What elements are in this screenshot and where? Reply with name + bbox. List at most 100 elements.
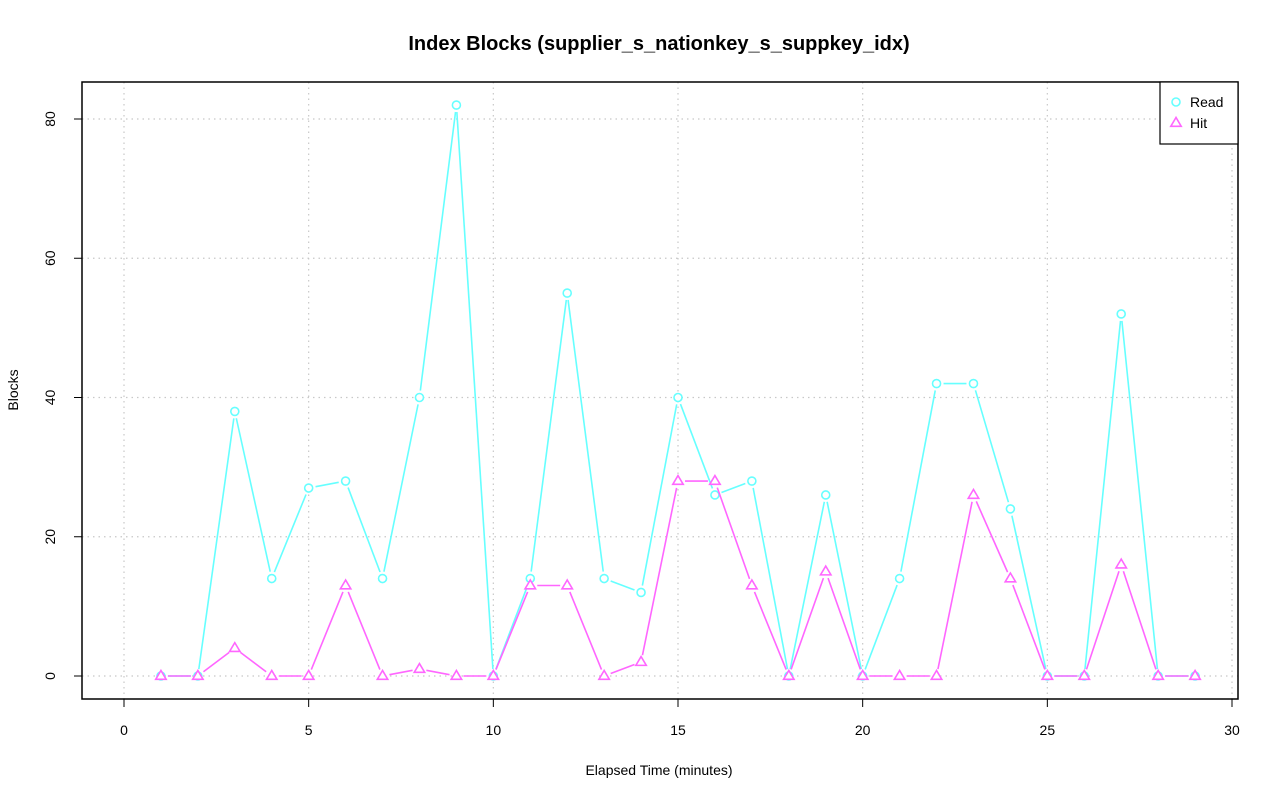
data-point-hit	[708, 473, 722, 486]
data-point-hit	[560, 578, 574, 590]
data-point-hit	[338, 578, 353, 590]
data-point-read	[673, 392, 683, 403]
legend-box	[1159, 81, 1239, 145]
data-point-hit	[1003, 571, 1018, 583]
series-hit-segment	[1012, 584, 1046, 670]
series-hit-segment	[569, 591, 603, 670]
data-point-hit	[745, 578, 759, 590]
x-tick-label: 20	[855, 722, 871, 738]
series-read-segment	[679, 403, 714, 489]
data-point-read	[1116, 309, 1126, 319]
series-read-segment	[610, 580, 635, 591]
series-hit-segment	[827, 577, 862, 670]
data-point-read	[894, 573, 905, 584]
series-read-segment	[315, 481, 339, 488]
data-point-hit	[597, 668, 611, 681]
data-point-read	[562, 288, 573, 298]
x-axis: 0 5 10 15 20 25 30	[120, 698, 1240, 738]
data-point-hit	[1151, 668, 1165, 681]
data-point-hit	[856, 668, 870, 681]
y-tick-label: 60	[42, 250, 58, 266]
series-hit	[154, 473, 1202, 681]
series-read-segment	[383, 404, 419, 572]
y-tick-label: 0	[42, 672, 58, 680]
chart-title: Index Blocks (supplier_s_nationkey_s_sup…	[408, 33, 909, 55]
data-point-hit	[671, 473, 685, 486]
data-point-read	[968, 378, 979, 389]
y-axis: 0 20 40 60 80	[42, 111, 83, 680]
series-read-segment	[530, 299, 568, 572]
series-hit-segment	[347, 591, 381, 670]
data-point-read	[377, 573, 388, 584]
data-point-hit	[191, 668, 205, 681]
data-point-read	[931, 378, 942, 389]
series-hit-segment	[239, 651, 267, 673]
series-read-segment	[1121, 320, 1159, 670]
x-tick-label: 5	[305, 722, 313, 738]
legend-label-hit: Hit	[1190, 115, 1207, 131]
series-hit-segment	[641, 487, 678, 656]
legend-label-read: Read	[1190, 94, 1223, 110]
data-point-hit	[154, 668, 168, 681]
data-point-read	[414, 392, 425, 403]
data-point-hit	[265, 668, 279, 681]
series-read-segment	[1084, 320, 1122, 670]
x-axis-label: Elapsed Time (minutes)	[585, 762, 732, 778]
data-point-read	[710, 490, 720, 500]
series-read-segment	[235, 418, 272, 572]
y-axis-label: Blocks	[5, 369, 21, 410]
data-point-hit	[929, 668, 944, 681]
y-tick-label: 80	[42, 111, 58, 127]
series-read-segment	[456, 112, 494, 670]
data-point-hit	[228, 641, 242, 653]
data-point-read	[1005, 504, 1016, 514]
series-read-segment	[900, 390, 937, 572]
y-tick-label: 40	[42, 390, 58, 406]
data-point-hit	[1040, 668, 1054, 681]
series-read-segment	[567, 299, 605, 572]
data-point-read	[636, 587, 646, 598]
series-read-segment	[641, 404, 678, 586]
data-point-read	[340, 476, 351, 486]
x-tick-label: 0	[120, 722, 128, 738]
series-hit-segment	[753, 591, 787, 670]
series-read-segment	[789, 501, 826, 670]
data-point-hit	[1077, 668, 1091, 681]
series-read-segment	[419, 111, 457, 391]
series-hit-segment	[495, 591, 529, 670]
series-read-segment	[826, 501, 863, 670]
data-point-hit	[819, 564, 833, 576]
data-point-hit	[412, 661, 427, 674]
plot-frame	[81, 81, 1239, 700]
series-hit-segment	[389, 669, 413, 676]
data-point-read	[451, 100, 462, 110]
series-hit-segment	[202, 651, 230, 673]
series-read-segment	[273, 494, 307, 573]
data-point-hit	[486, 668, 500, 681]
data-point-read	[266, 573, 277, 584]
x-tick-label: 30	[1224, 722, 1240, 738]
data-point-read	[230, 406, 240, 417]
series-hit-segment	[310, 591, 344, 670]
series-read-segment	[1011, 515, 1047, 670]
data-point-hit	[634, 655, 648, 667]
series-hit-segment	[610, 663, 635, 675]
data-point-hit	[1114, 557, 1128, 569]
series-hit-segment	[716, 487, 751, 580]
data-point-hit	[523, 578, 537, 590]
series-hit-segment	[937, 501, 973, 670]
legend-marker-read	[1171, 97, 1181, 107]
data-point-hit	[449, 668, 464, 681]
data-point-hit	[375, 668, 390, 681]
series-hit-segment	[790, 577, 825, 670]
series-read-segment	[752, 487, 789, 670]
legend-marker-hit	[1169, 115, 1183, 128]
y-tick-label: 20	[42, 529, 58, 545]
series-hit-segment	[426, 669, 450, 676]
data-point-read	[303, 483, 314, 493]
data-point-hit	[302, 668, 316, 681]
legend: Read Hit	[1159, 81, 1239, 145]
x-tick-label: 15	[670, 722, 686, 738]
data-point-hit	[966, 487, 981, 500]
data-point-hit	[892, 668, 907, 681]
